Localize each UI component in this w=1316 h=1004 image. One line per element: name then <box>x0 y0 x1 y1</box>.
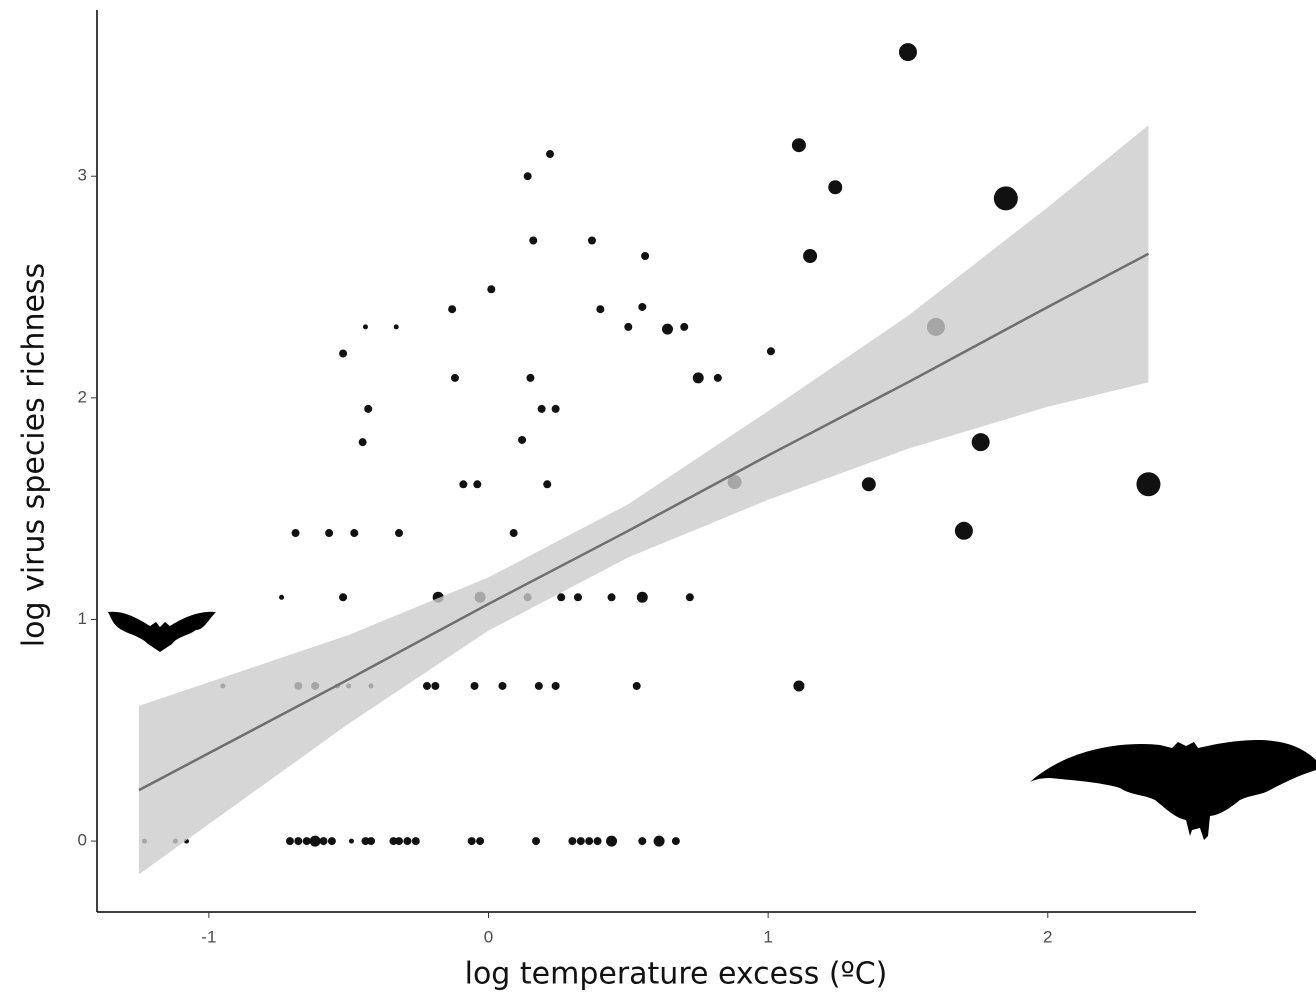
point <box>828 180 843 195</box>
point <box>898 43 917 62</box>
point <box>671 837 680 846</box>
point <box>766 347 775 356</box>
point <box>319 837 328 846</box>
point <box>1136 472 1161 497</box>
plot-area: 0 1 2 3 -1 0 1 2 <box>78 10 1196 946</box>
point <box>861 477 876 492</box>
point <box>653 835 665 847</box>
y-tick-label: 0 <box>78 831 87 850</box>
point <box>529 236 538 245</box>
point <box>403 837 412 846</box>
point <box>971 433 990 452</box>
x-tick-label: 2 <box>1043 927 1052 946</box>
point <box>364 404 373 413</box>
y-tick-label: 3 <box>78 166 87 185</box>
point <box>551 681 560 690</box>
point <box>291 529 300 538</box>
point <box>713 373 722 382</box>
point <box>285 837 294 846</box>
point <box>393 324 399 330</box>
point <box>576 837 585 846</box>
point <box>367 837 376 846</box>
point <box>993 186 1018 211</box>
y-tick-label: 1 <box>78 609 87 628</box>
point <box>551 404 560 413</box>
point <box>534 681 543 690</box>
point <box>470 681 479 690</box>
x-tick-label: 1 <box>763 927 772 946</box>
point <box>327 837 336 846</box>
point <box>557 593 566 602</box>
point <box>587 236 596 245</box>
point <box>476 837 485 846</box>
point <box>661 323 673 335</box>
point <box>302 837 311 846</box>
point <box>791 138 806 153</box>
confidence-band <box>138 125 1149 875</box>
point <box>526 373 535 382</box>
point <box>411 837 420 846</box>
x-tick-label: 0 <box>484 927 493 946</box>
point <box>325 529 334 538</box>
point <box>803 249 818 263</box>
point <box>350 529 359 538</box>
point <box>422 681 431 690</box>
point <box>473 480 482 489</box>
point <box>358 438 367 447</box>
y-axis-title: log virus species richness <box>17 263 52 647</box>
fit-line <box>138 252 1150 792</box>
point <box>568 837 577 846</box>
point <box>339 349 348 358</box>
point <box>641 252 650 260</box>
point <box>294 837 303 846</box>
point <box>532 837 541 846</box>
point <box>339 593 348 602</box>
point <box>537 404 546 413</box>
point <box>487 285 496 294</box>
point <box>279 594 285 600</box>
point <box>685 593 694 602</box>
point <box>638 837 647 846</box>
point <box>680 322 689 331</box>
point <box>954 521 973 540</box>
point <box>636 591 648 603</box>
point <box>448 305 457 314</box>
point <box>362 324 368 330</box>
x-tick-label: -1 <box>201 927 216 946</box>
point <box>395 837 404 846</box>
point <box>596 305 605 314</box>
point <box>793 680 805 692</box>
point <box>692 372 704 384</box>
point <box>585 837 594 846</box>
point <box>624 322 633 331</box>
x-axis-title: log temperature excess (ºC) <box>465 957 888 992</box>
point <box>395 529 404 538</box>
y-tick-label: 2 <box>78 387 87 406</box>
point <box>518 435 527 444</box>
point <box>389 837 398 846</box>
point <box>348 838 354 844</box>
point <box>523 172 532 181</box>
point <box>361 837 370 846</box>
point <box>546 150 555 159</box>
point <box>498 681 507 690</box>
point <box>593 837 602 846</box>
point <box>309 835 321 847</box>
point <box>509 529 518 538</box>
point <box>431 681 440 690</box>
bat-icon <box>108 611 216 652</box>
point <box>573 593 582 602</box>
point <box>450 373 459 382</box>
point <box>459 480 468 489</box>
point <box>638 302 647 311</box>
bat-icon <box>1030 740 1316 840</box>
point <box>467 837 476 846</box>
point <box>543 480 552 489</box>
point <box>632 681 641 690</box>
point <box>606 835 618 847</box>
point <box>607 593 616 602</box>
